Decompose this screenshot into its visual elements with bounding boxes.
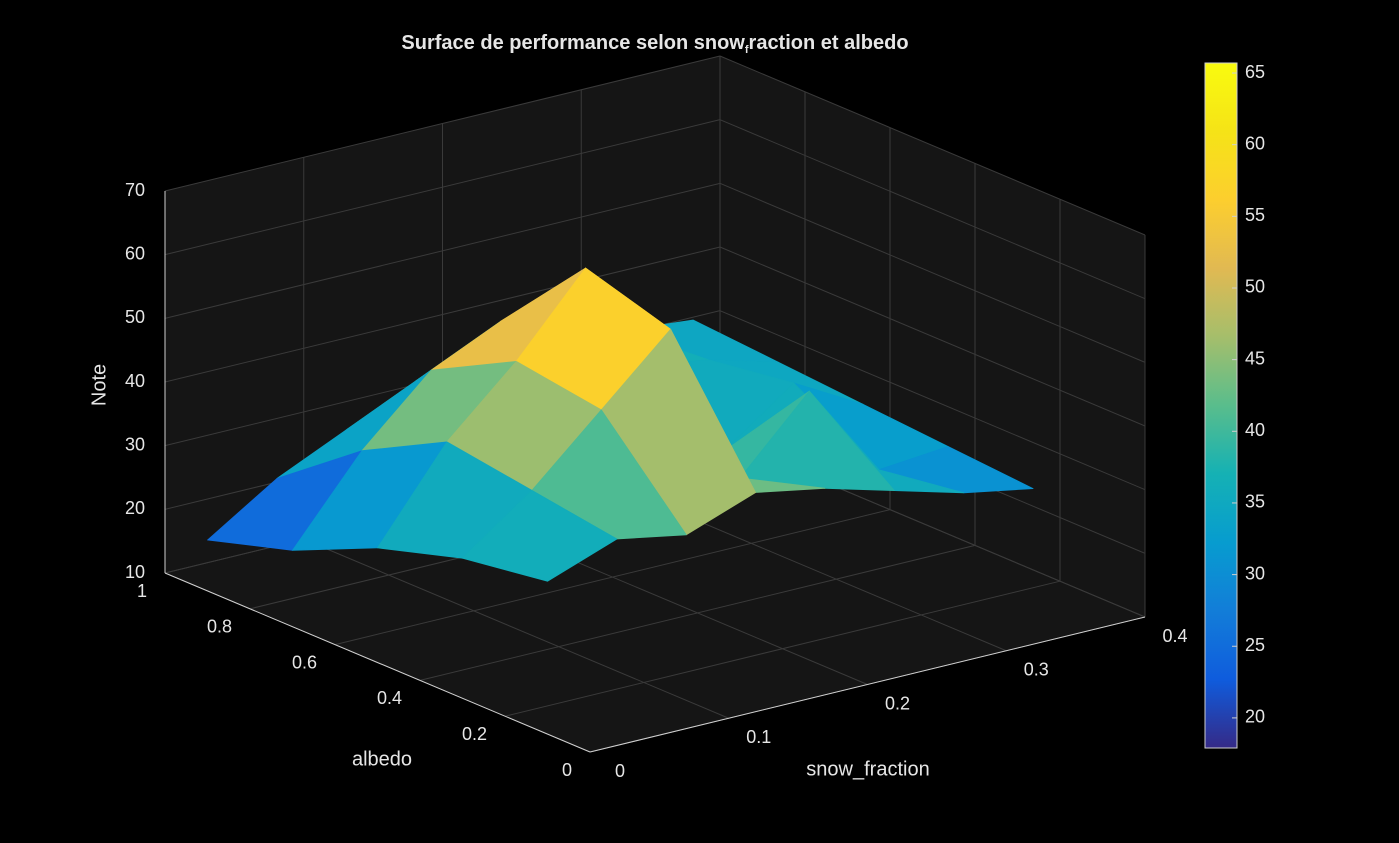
grid-line <box>719 246 1146 427</box>
z-axis-label: Note <box>88 364 110 406</box>
colorbar-tick-label: 25 <box>1245 635 1265 655</box>
surface <box>207 267 1034 582</box>
y-tick-label: 0.4 <box>377 688 402 708</box>
z-tick-label: 10 <box>125 562 145 582</box>
grid-line <box>419 544 976 681</box>
colorbar-scale <box>1204 62 1238 749</box>
x-axis-label: snow_fraction <box>806 758 929 780</box>
z-tick-label: 60 <box>125 243 145 263</box>
colorbar-tick-label: 50 <box>1245 277 1265 297</box>
y-axis-label: albedo <box>352 748 412 770</box>
colorbar-tick-label: 60 <box>1245 133 1265 153</box>
colorbar-tick-label: 55 <box>1245 205 1265 225</box>
x-tick-label: 0.2 <box>885 693 910 713</box>
x-tick-label: 0 <box>615 761 625 781</box>
grid-line <box>719 182 1146 363</box>
grid-line <box>719 310 1146 491</box>
labels: Surface de performance selon snowfractio… <box>88 32 1187 780</box>
axis-line <box>164 572 591 753</box>
grid-line <box>303 538 729 719</box>
z-tick-label: 30 <box>125 434 145 454</box>
grid-line <box>164 246 721 383</box>
z-tick-label: 40 <box>125 371 145 391</box>
grid-line <box>164 182 721 319</box>
y-tick-label: 1 <box>137 581 147 601</box>
surface-patch <box>462 489 618 582</box>
colorbar-tick-label: 30 <box>1245 563 1265 583</box>
chart-title: Surface de performance selon snowfractio… <box>401 32 908 56</box>
y-tick-label: 0.6 <box>292 652 317 672</box>
x-tick-label: 0.3 <box>1024 660 1049 680</box>
z-tick-label: 20 <box>125 498 145 518</box>
z-tick-label: 70 <box>125 180 145 200</box>
grid-line <box>504 580 1061 717</box>
grid-line <box>719 119 1146 300</box>
y-tick-label: 0.2 <box>462 724 487 744</box>
z-tick-label: 50 <box>125 307 145 327</box>
colorbar: 20 25 30 35 40 45 50 55 60 65 <box>1204 62 1265 749</box>
grid-line <box>164 119 721 256</box>
x-tick-label: 0.1 <box>746 727 771 747</box>
grid-line <box>719 55 1146 236</box>
colorbar-tick-label: 20 <box>1245 707 1265 727</box>
colorbar-tick-label: 45 <box>1245 348 1265 368</box>
grid-line <box>334 509 891 646</box>
grid-line <box>164 55 721 192</box>
colorbar-tick-label: 35 <box>1245 492 1265 512</box>
colorbar-tick-label: 65 <box>1245 62 1265 82</box>
y-tick-label: 0.8 <box>207 617 232 637</box>
y-tick-label: 0 <box>562 760 572 780</box>
x-tick-label: 0.4 <box>1162 626 1187 646</box>
axis-line <box>589 616 1146 753</box>
colorbar-tick-label: 40 <box>1245 420 1265 440</box>
